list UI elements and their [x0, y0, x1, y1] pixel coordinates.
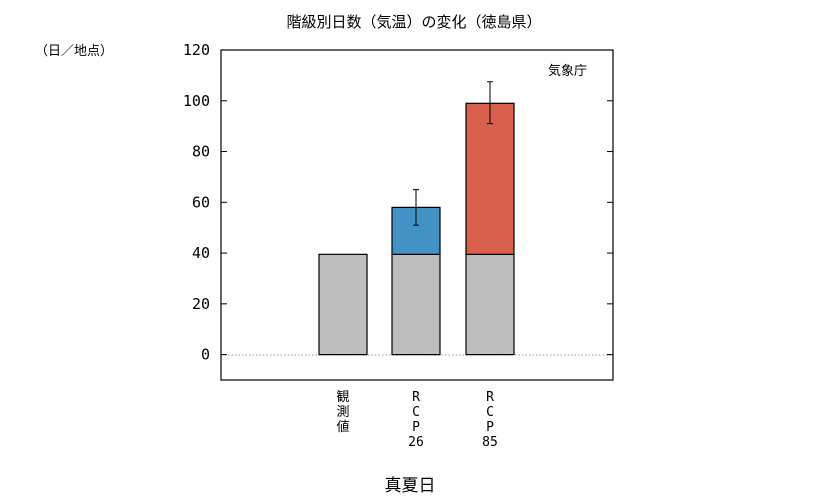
y-tick-label: 120	[183, 41, 210, 59]
x-category-label-line: 85	[482, 435, 498, 450]
y-tick-label: 0	[201, 346, 210, 364]
bars	[318, 102, 515, 356]
bar-base	[391, 253, 441, 356]
plot-frame	[220, 49, 614, 381]
x-category-label-line: 測	[336, 405, 349, 420]
y-tick-label: 20	[192, 295, 210, 313]
y-tick-label: 80	[192, 143, 210, 161]
y-tick-label: 60	[192, 193, 210, 211]
x-category-label: 観測値	[336, 390, 349, 435]
y-tick-label: 100	[183, 92, 210, 110]
x-category-label-line: P	[412, 420, 420, 435]
x-category-label-line: R	[486, 390, 494, 405]
bar-base	[465, 253, 515, 356]
x-category-label-line: P	[486, 420, 494, 435]
x-category-label-line: 26	[408, 435, 424, 450]
source-label: 気象庁	[548, 63, 587, 79]
error-bars	[413, 81, 493, 226]
x-category-label-line: R	[412, 390, 420, 405]
y-axis: 0 20 40 60 80 100 120	[183, 41, 613, 364]
x-category-label-line: 観	[336, 390, 349, 405]
x-category-label: R C P 26	[408, 390, 424, 450]
x-category-label-line: C	[486, 405, 494, 420]
x-axis-label: 真夏日	[385, 476, 436, 496]
chart-title: 階級別日数（気温）の変化（徳島県）	[286, 13, 541, 31]
bar-base	[318, 253, 368, 356]
x-category-label-line: C	[412, 405, 420, 420]
y-axis-unit: （日／地点）	[35, 44, 113, 59]
x-category-label-line: 値	[336, 419, 349, 435]
y-tick-label: 40	[192, 244, 210, 262]
bar-increase	[465, 102, 515, 255]
x-category-label: R C P 85	[482, 390, 498, 450]
